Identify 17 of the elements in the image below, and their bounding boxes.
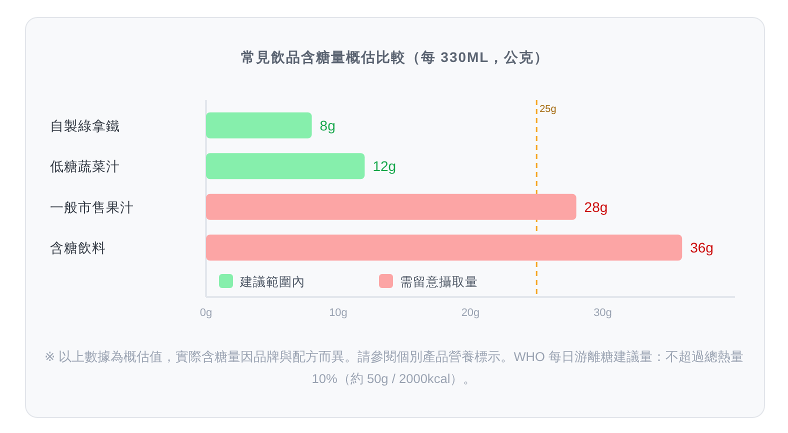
x-tick-label: 30g xyxy=(594,307,612,319)
y-tick-label: 含糖飲料 xyxy=(50,240,106,256)
legend-label: 建議範圍內 xyxy=(240,275,305,289)
x-tick-label: 20g xyxy=(461,307,480,319)
legend-label: 需留意攝取量 xyxy=(400,275,478,289)
y-tick-label: 一般市售果汁 xyxy=(50,200,134,215)
x-tick-label: 0g xyxy=(200,307,212,319)
ref-line-label: 25g xyxy=(540,104,556,115)
data-label: 8g xyxy=(320,117,336,134)
y-tick-label: 低糖蔬菜汁 xyxy=(50,159,120,174)
annotation: ※ 以上數據為概估值，實際含糖量因品牌與配方而異。請參閱個別產品營養標示。WHO 每日游離糖建議量：不超過總熱量 10%（約 50g / 2000kcal）。 xyxy=(43,348,745,388)
data-label: 36g xyxy=(690,240,714,256)
x-tick-label: 10g xyxy=(329,307,348,319)
chart-title: 常見飲品含糖量概估比較（每 330ML，公克） xyxy=(240,49,550,65)
data-label: 12g xyxy=(372,158,396,174)
y-tick-label: 自製綠拿鐵 xyxy=(50,118,120,134)
data-label: 28g xyxy=(584,198,608,215)
